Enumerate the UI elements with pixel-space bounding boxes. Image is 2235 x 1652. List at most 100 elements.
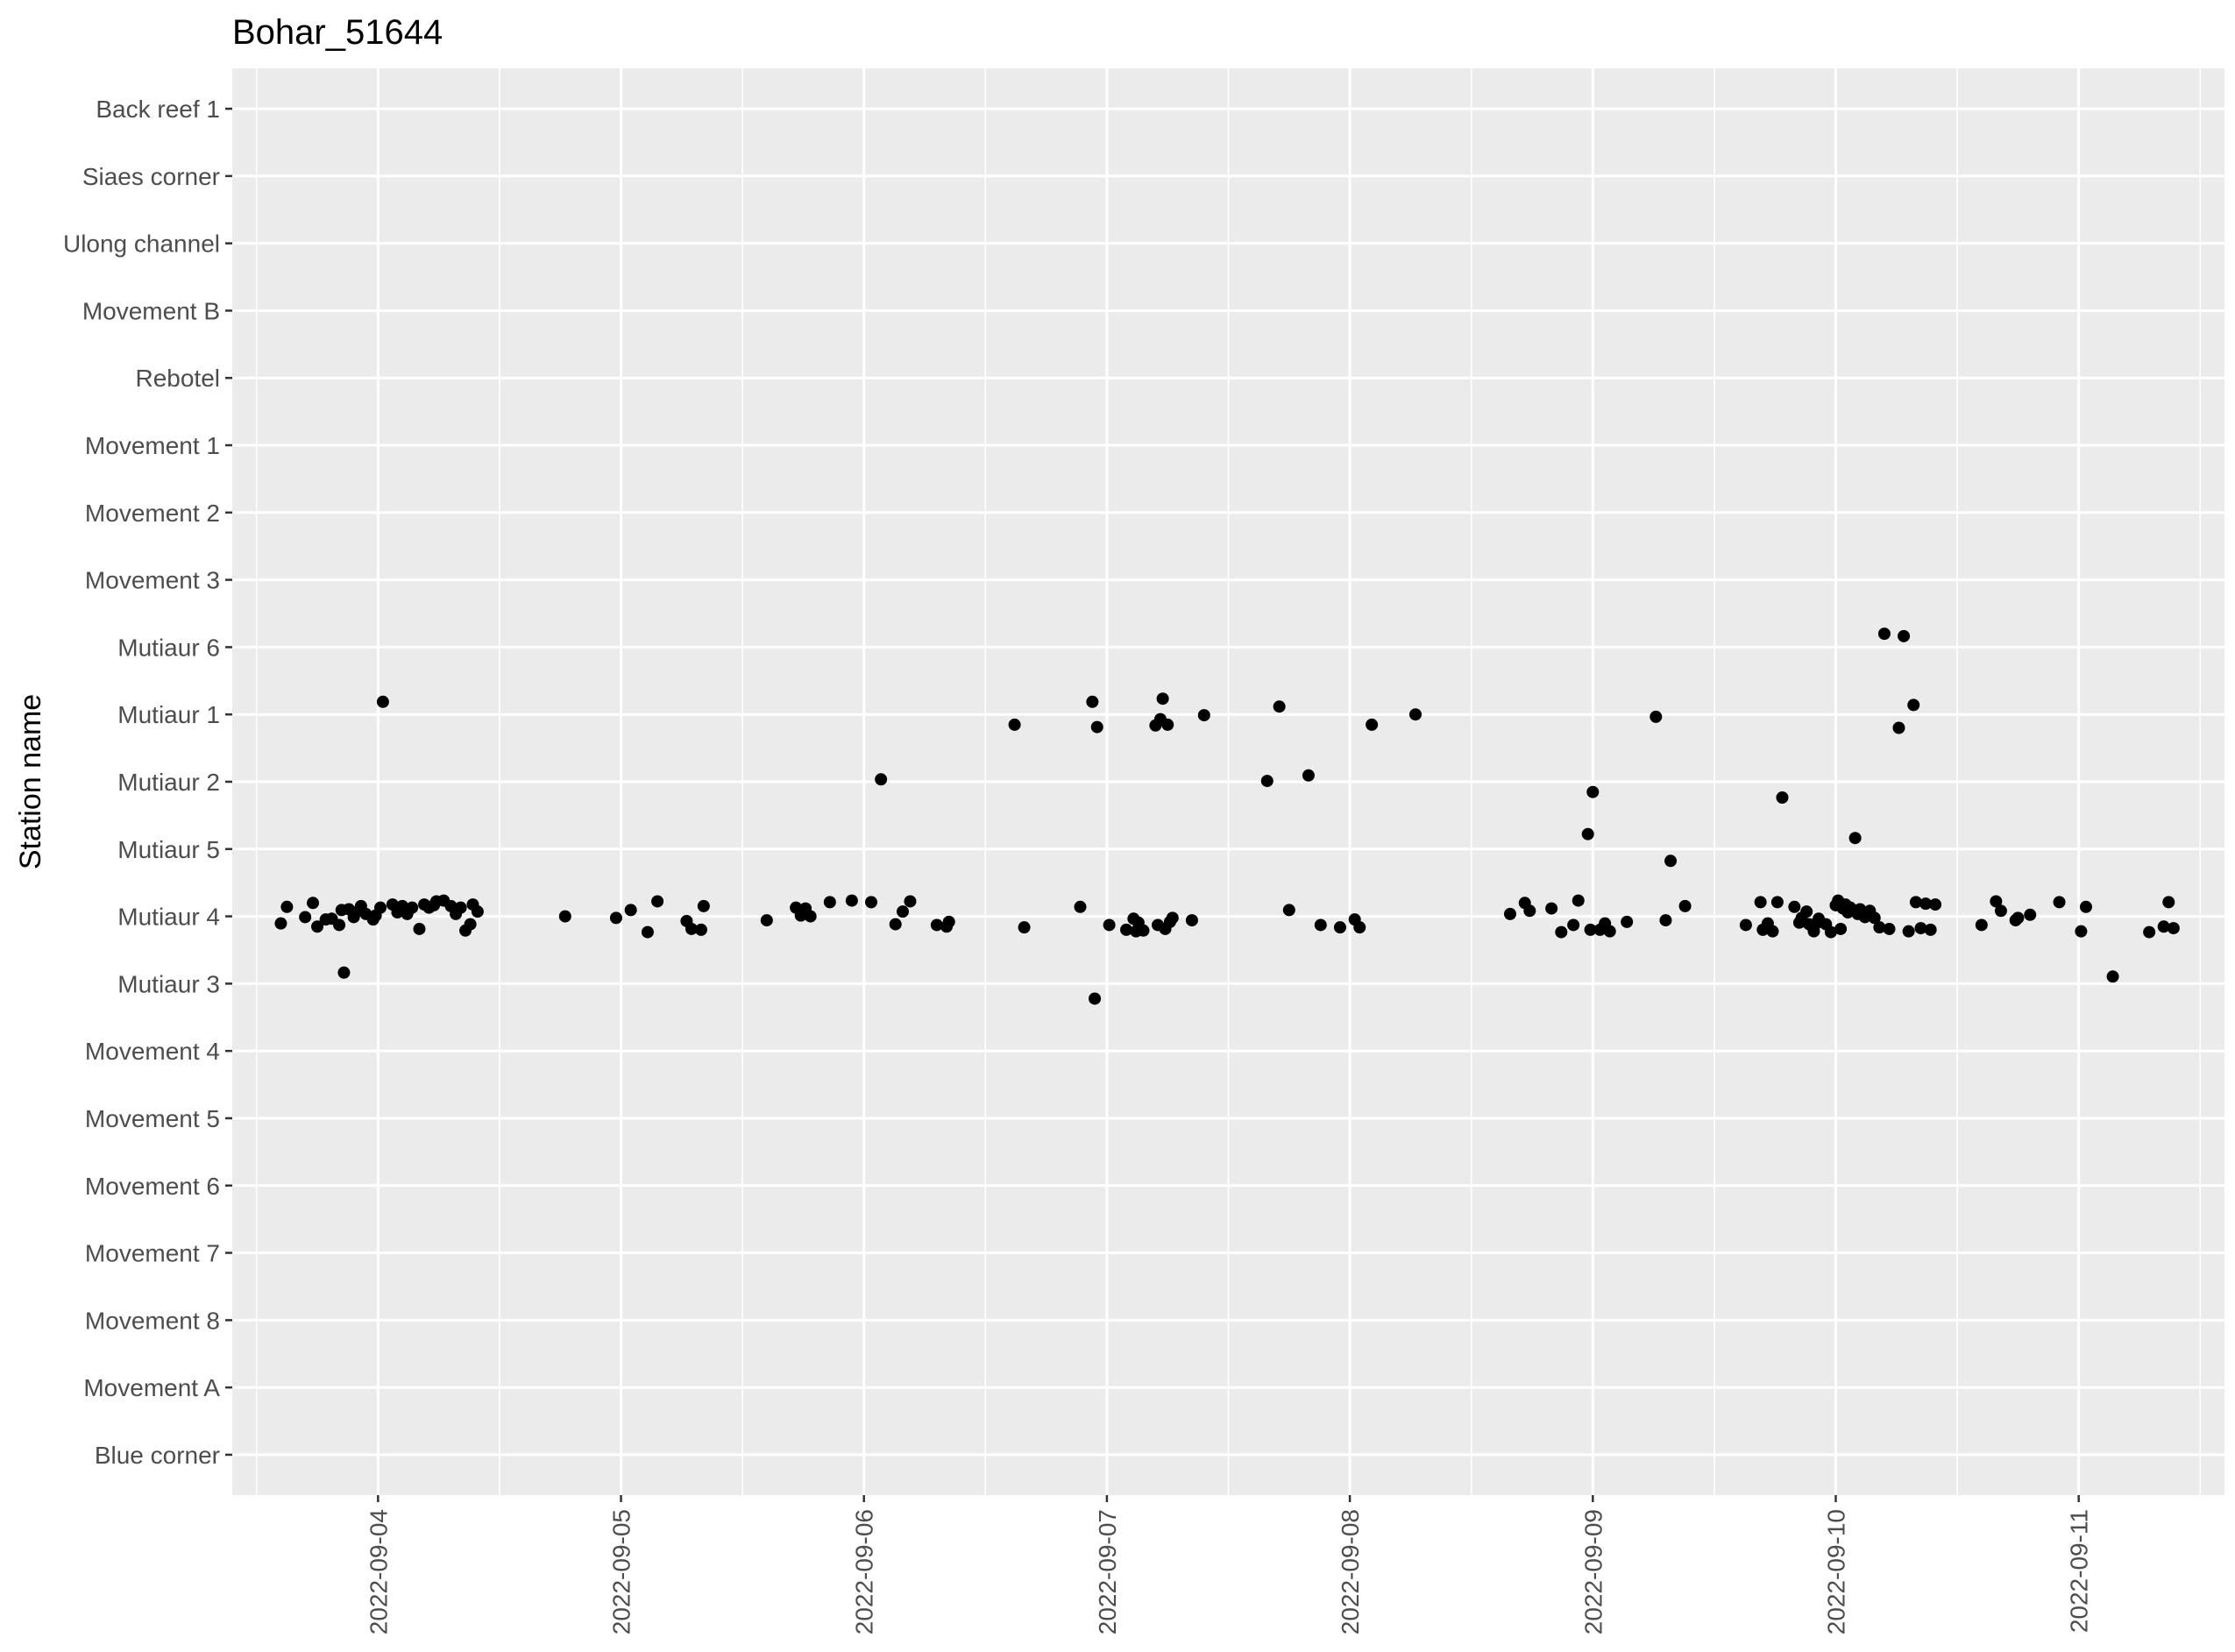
y-tick-label: Mutiaur 5 xyxy=(117,836,220,863)
data-point xyxy=(307,897,320,910)
y-tick-label: Movement 3 xyxy=(85,567,220,594)
y-tick-label: Movement 8 xyxy=(85,1307,220,1334)
data-point xyxy=(1523,904,1536,918)
data-point xyxy=(1754,896,1767,909)
x-tick-label: 2022-09-07 xyxy=(1094,1509,1121,1634)
data-point xyxy=(454,901,467,914)
data-point xyxy=(1161,718,1174,731)
x-tick-label: 2022-09-10 xyxy=(1822,1509,1849,1634)
data-point xyxy=(2162,896,2175,909)
y-tick-label: Back reef 1 xyxy=(96,96,220,123)
data-point xyxy=(760,914,773,927)
data-point xyxy=(1766,925,1779,938)
data-point xyxy=(1166,911,1179,925)
data-point xyxy=(1994,904,2007,918)
data-point xyxy=(1185,914,1198,927)
data-point xyxy=(1800,905,1813,918)
data-point xyxy=(1408,708,1422,721)
y-tick-label: Mutiaur 1 xyxy=(117,701,220,728)
y-tick-label: Movement 4 xyxy=(85,1038,220,1065)
data-point xyxy=(1572,894,1585,907)
data-point xyxy=(1567,918,1580,932)
data-point xyxy=(406,901,419,914)
y-tick-label: Movement A xyxy=(83,1374,220,1401)
data-point xyxy=(280,900,294,913)
x-tick-label: 2022-09-09 xyxy=(1579,1509,1607,1634)
data-point xyxy=(1739,918,1752,932)
data-point xyxy=(1584,923,1597,936)
data-point xyxy=(1008,718,1021,731)
data-point xyxy=(2143,925,2156,939)
data-point xyxy=(1659,914,1672,927)
y-tick-label: Siaes corner xyxy=(82,163,220,190)
data-point xyxy=(1503,907,1516,920)
data-point xyxy=(1868,911,1881,925)
data-point xyxy=(1909,896,1922,909)
data-point xyxy=(1664,854,1678,868)
data-point xyxy=(1156,692,1169,705)
data-point xyxy=(1273,700,1286,713)
y-tick-label: Mutiaur 4 xyxy=(117,904,220,931)
data-point xyxy=(1929,898,1942,911)
data-point xyxy=(2053,896,2066,909)
data-point xyxy=(864,896,877,909)
y-tick-label: Movement 5 xyxy=(85,1105,220,1132)
data-point xyxy=(1103,918,1116,932)
data-points xyxy=(274,627,2180,1005)
data-point xyxy=(1902,925,1915,938)
data-point xyxy=(1877,627,1891,641)
data-point xyxy=(1770,896,1784,909)
data-point xyxy=(374,901,387,914)
data-point xyxy=(697,899,710,912)
data-point xyxy=(1086,695,1099,708)
y-tick-label: Movement B xyxy=(82,297,220,324)
data-point xyxy=(337,966,351,979)
data-point xyxy=(1892,721,1905,734)
x-tick-label: 2022-09-06 xyxy=(851,1509,878,1634)
data-point xyxy=(1333,921,1346,934)
y-tick-label: Movement 7 xyxy=(85,1240,220,1267)
data-point xyxy=(1907,698,1920,712)
y-tick-label: Movement 2 xyxy=(85,500,220,527)
data-point xyxy=(2024,908,2037,921)
y-tick-label: Movement 1 xyxy=(85,432,220,459)
y-tick-label: Mutiaur 3 xyxy=(117,970,220,997)
data-point xyxy=(1621,915,1634,928)
data-point xyxy=(1260,775,1274,788)
data-point xyxy=(311,920,324,933)
data-point xyxy=(1975,918,1988,932)
data-point xyxy=(889,918,902,931)
x-axis-ticks: 2022-09-04 2022-09-05 2022-09-06 2022-09-07… xyxy=(365,1495,2093,1634)
y-tick-label: Blue corner xyxy=(95,1442,220,1469)
data-point xyxy=(1919,897,1933,911)
data-point xyxy=(376,695,389,708)
data-point xyxy=(685,922,698,935)
data-point xyxy=(641,925,654,939)
data-point xyxy=(624,904,637,917)
data-point xyxy=(823,896,836,909)
data-point xyxy=(1302,769,1315,782)
data-point xyxy=(464,918,477,931)
data-point xyxy=(1586,785,1600,798)
data-point xyxy=(1834,922,1848,935)
data-point xyxy=(1824,925,1837,939)
data-point xyxy=(2079,900,2092,913)
data-point xyxy=(845,894,858,907)
data-point xyxy=(1089,992,1102,1005)
data-point xyxy=(1848,832,1862,845)
data-point xyxy=(1074,900,1087,913)
data-point xyxy=(1898,629,1911,642)
chart-title: Bohar_51644 xyxy=(232,13,443,52)
data-point xyxy=(2167,922,2180,935)
y-tick-label: Ulong channel xyxy=(63,230,220,258)
data-point xyxy=(804,910,817,923)
data-point xyxy=(1990,895,2003,908)
data-point xyxy=(1914,922,1927,935)
data-point xyxy=(299,911,312,924)
data-point xyxy=(651,895,664,908)
data-point xyxy=(333,918,346,932)
data-point xyxy=(2012,911,2025,925)
data-point xyxy=(694,923,707,936)
